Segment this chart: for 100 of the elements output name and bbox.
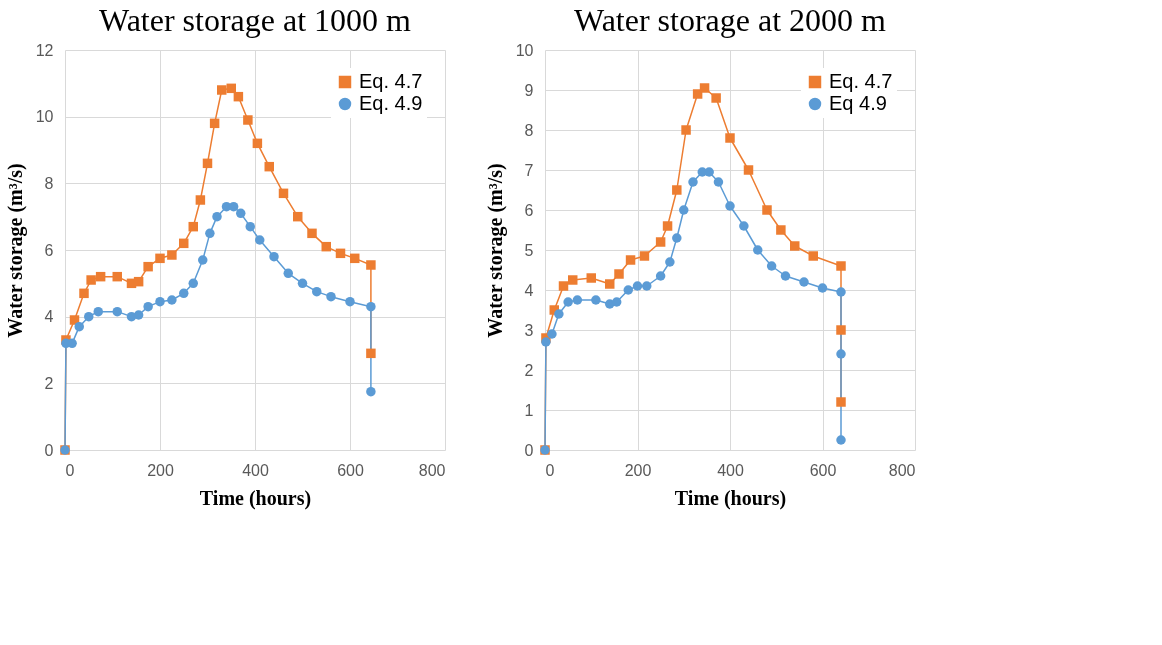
- x-tick-label: 800: [418, 461, 446, 479]
- point: [639, 251, 650, 261]
- point: [143, 301, 153, 312]
- point: [605, 279, 615, 289]
- point: [188, 278, 198, 289]
- legend-label: Eq 4.9: [829, 92, 887, 114]
- point: [74, 321, 84, 332]
- point: [307, 228, 317, 239]
- point: [167, 250, 177, 260]
- x-tick-label: 400: [717, 461, 744, 479]
- point: [780, 271, 791, 281]
- legend-label: Eq. 4.7: [359, 70, 423, 92]
- x-tick-label: 200: [624, 461, 652, 479]
- point: [679, 205, 689, 215]
- point: [209, 118, 220, 129]
- point: [167, 295, 177, 305]
- point: [297, 278, 308, 289]
- point: [366, 260, 376, 270]
- point: [155, 253, 165, 264]
- y-tick-label: 9: [524, 81, 534, 99]
- point: [112, 306, 122, 317]
- point: [586, 273, 596, 283]
- point: [799, 277, 809, 287]
- x-axis-title: Time (hours): [674, 486, 787, 510]
- point: [681, 125, 691, 135]
- y-tick-label: 2: [44, 374, 54, 392]
- point: [672, 233, 682, 243]
- point: [335, 248, 346, 259]
- point: [245, 221, 255, 232]
- point: [568, 275, 578, 285]
- x-tick-label: 800: [888, 461, 916, 479]
- point: [762, 205, 772, 215]
- point: [541, 337, 551, 347]
- y-tick-label: 3: [524, 321, 534, 339]
- y-tick-label: 0: [44, 441, 54, 459]
- point: [665, 257, 675, 267]
- point: [345, 296, 355, 307]
- x-tick-label: 600: [809, 461, 837, 479]
- y-tick-label: 1: [524, 401, 534, 419]
- point: [614, 269, 624, 279]
- point: [252, 138, 263, 149]
- point: [312, 286, 322, 297]
- point: [264, 161, 274, 172]
- point: [836, 325, 846, 335]
- point: [133, 276, 144, 287]
- point: [366, 386, 376, 397]
- point: [293, 211, 303, 222]
- y-tick-label: 4: [524, 281, 534, 299]
- x-tick-label: 0: [65, 461, 75, 479]
- y-tick-label: 12: [35, 41, 54, 59]
- chart-title: Water storage at 1000 m: [99, 2, 412, 38]
- point: [188, 221, 198, 232]
- point: [753, 245, 763, 255]
- point: [84, 311, 94, 322]
- point: [233, 91, 244, 102]
- point: [776, 225, 786, 235]
- x-tick-label: 600: [337, 461, 364, 479]
- point: [143, 261, 153, 272]
- point: [95, 271, 106, 282]
- point: [212, 211, 222, 222]
- point: [623, 285, 633, 295]
- point: [133, 310, 144, 320]
- point: [205, 228, 215, 239]
- point: [625, 255, 636, 265]
- y-tick-label: 2: [524, 361, 534, 379]
- point: [69, 315, 80, 325]
- point: [554, 309, 564, 319]
- y-tick-label: 8: [44, 174, 54, 192]
- legend-label: Eq. 4.9: [359, 92, 423, 114]
- point: [112, 271, 122, 282]
- point: [86, 275, 96, 285]
- point: [711, 93, 721, 103]
- point: [255, 235, 265, 245]
- point: [739, 221, 749, 231]
- point: [236, 208, 246, 219]
- point: [155, 296, 165, 307]
- point: [836, 435, 846, 445]
- point: [611, 297, 622, 307]
- point: [655, 271, 666, 281]
- point: [558, 281, 569, 291]
- point: [836, 287, 846, 297]
- point: [572, 295, 583, 305]
- y-tick-label: 6: [44, 241, 54, 259]
- point: [704, 167, 714, 177]
- point: [202, 158, 213, 169]
- point: [662, 221, 673, 231]
- x-tick-label: 400: [242, 461, 269, 479]
- point: [269, 251, 279, 262]
- point: [179, 238, 189, 249]
- point: [547, 329, 557, 339]
- x-axis-title: Time (hours): [199, 486, 312, 510]
- point: [79, 288, 89, 299]
- point: [195, 195, 206, 205]
- y-tick-label: 8: [524, 121, 534, 139]
- point: [725, 201, 735, 211]
- point: [198, 255, 208, 265]
- y-tick-label: 5: [524, 241, 534, 259]
- x-tick-label: 200: [147, 461, 174, 479]
- x-tick-label: 0: [545, 461, 555, 479]
- y-tick-label: 4: [44, 308, 54, 326]
